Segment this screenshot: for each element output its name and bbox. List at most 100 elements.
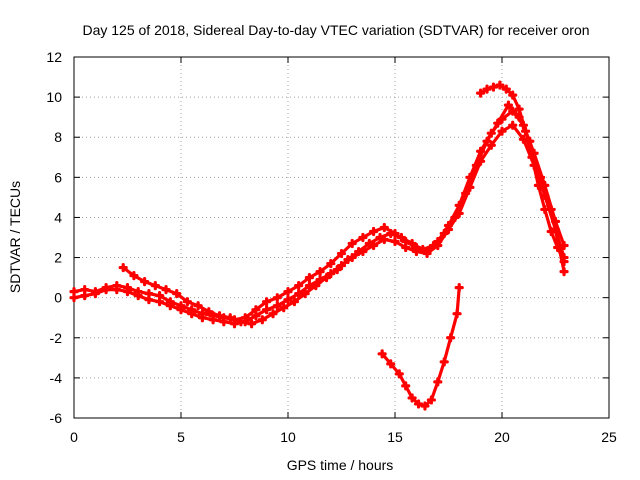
data-point [321,273,332,283]
data-point [411,246,421,257]
data-point [129,271,139,281]
x-tick-label: 5 [177,429,185,445]
data-point [268,309,278,319]
data-point [514,104,524,114]
data-point [386,228,396,239]
data-point [236,317,246,327]
data-point [165,301,175,311]
data-point [559,256,569,267]
data-point [452,309,462,319]
data-point [150,281,160,291]
grid-lines [74,57,609,418]
data-point [155,297,165,307]
data-point [332,264,342,275]
y-tick-label: 2 [54,250,62,266]
plot-frame [73,56,610,419]
y-tick-label: -6 [50,410,63,426]
data-series [69,80,569,411]
data-point [358,232,368,243]
y-tick-label: 6 [54,169,62,185]
data-point [187,309,197,319]
data-point [140,277,150,287]
data-point [486,140,496,150]
data-point [304,273,314,283]
chart-title: Day 125 of 2018, Sidereal Day-to-day VTE… [82,22,589,38]
data-point [262,297,272,307]
data-point [343,254,353,265]
data-point [172,289,182,299]
data-point [508,120,518,130]
data-point [454,283,464,293]
x-axis-label: GPS time / hours [287,457,394,473]
data-point [193,301,203,311]
data-point [204,307,214,317]
data-point [294,281,304,291]
data-point [482,84,492,94]
data-point [118,262,128,273]
data-point [279,303,289,313]
data-point [488,82,499,92]
y-tick-label: 8 [54,129,62,145]
data-point [262,305,272,315]
data-point [347,238,357,249]
data-point [401,242,411,253]
data-point [315,266,325,277]
data-point [428,240,439,251]
data-point [497,126,507,136]
data-point [520,126,531,136]
data-point [182,297,193,307]
data-point [176,305,186,315]
data-point [503,100,514,110]
data-point [422,248,432,259]
series-line-track-e [380,286,461,408]
data-point [283,295,293,305]
data-point [433,377,443,387]
data-point [225,313,235,323]
y-tick-label: -4 [50,370,63,386]
data-point [251,311,261,321]
data-point [439,357,449,367]
data-point [369,226,379,237]
data-point [546,226,556,237]
data-point [540,204,550,215]
data-point [229,319,240,329]
y-tick-label: 12 [46,49,62,65]
data-point [336,248,347,259]
data-point [426,395,436,405]
data-point [272,301,282,311]
data-point [482,136,492,146]
data-point [364,238,374,249]
data-point [386,359,396,369]
data-point [476,88,486,98]
x-tick-label: 15 [387,429,403,445]
data-point [450,212,460,223]
data-point [518,134,528,144]
data-point [272,293,282,303]
data-point [300,289,310,299]
data-point [379,222,389,233]
data-point [197,313,207,323]
data-point [553,242,563,253]
data-point [471,160,481,170]
data-point [247,319,257,329]
data-point [501,84,511,94]
data-point [413,399,424,409]
data-point [407,393,417,403]
data-point [90,289,100,299]
data-point [161,285,171,295]
data-point [354,246,364,257]
data-point [439,228,449,239]
data-point [144,295,154,305]
data-point [446,333,456,343]
data-point [533,180,543,190]
data-point [559,266,569,277]
data-point [122,287,133,297]
y-axis-label: SDTVAR / TECUs [7,181,23,293]
data-point [208,315,218,325]
y-tick-label: 4 [54,209,62,225]
data-point [396,232,407,243]
data-point [214,311,225,321]
data-point [289,297,300,307]
x-tick-label: 0 [70,429,78,445]
